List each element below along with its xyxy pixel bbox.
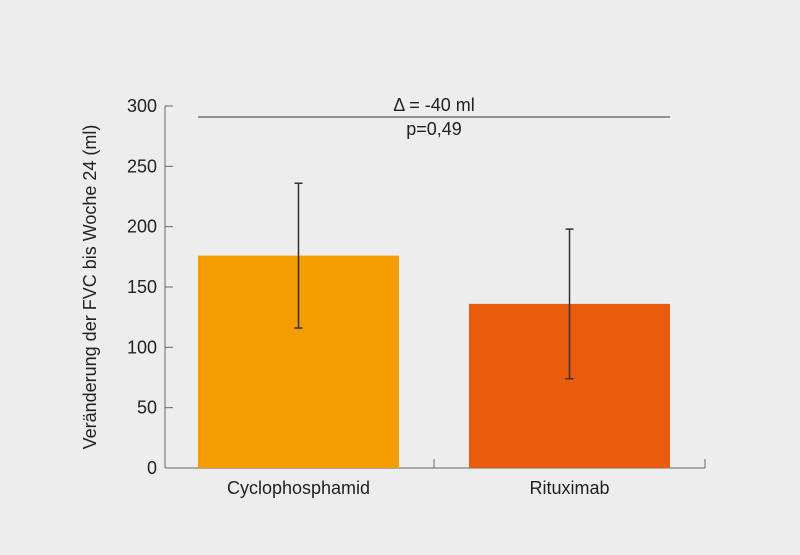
p-value-annotation: p=0,49 [406,119,462,139]
y-tick-label: 250 [127,156,157,176]
axes: 0 50 100 150 200 250 300 Cyclophosphamid Rituxim… [127,96,706,498]
y-tick-label: 100 [127,337,157,357]
x-tick-label: Rituximab [529,478,609,498]
y-tick-label: 150 [127,277,157,297]
y-tick-label: 50 [137,398,157,418]
y-tick-label: 300 [127,96,157,116]
y-axis-label: Veränderung der FVC bis Woche 24 (ml) [80,125,100,450]
y-tick-label: 200 [127,217,157,237]
x-tick-label: Cyclophosphamid [227,478,370,498]
delta-annotation: Δ = -40 ml [393,95,475,115]
bars [198,182,670,468]
y-tick-label: 0 [147,458,157,478]
